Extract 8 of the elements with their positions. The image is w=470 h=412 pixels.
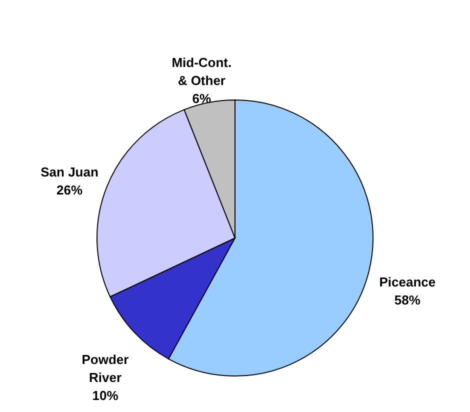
data-label: 6% — [192, 91, 212, 106]
data-label: 58% — [394, 292, 421, 308]
slice-label: Piceance — [379, 274, 436, 290]
slice-label: Powder River — [82, 352, 129, 385]
data-label: 10% — [92, 388, 119, 403]
slice-label: Mid-Cont. & Other — [172, 55, 232, 88]
slice-label: San Juan — [40, 164, 98, 180]
data-label: 26% — [56, 182, 83, 198]
